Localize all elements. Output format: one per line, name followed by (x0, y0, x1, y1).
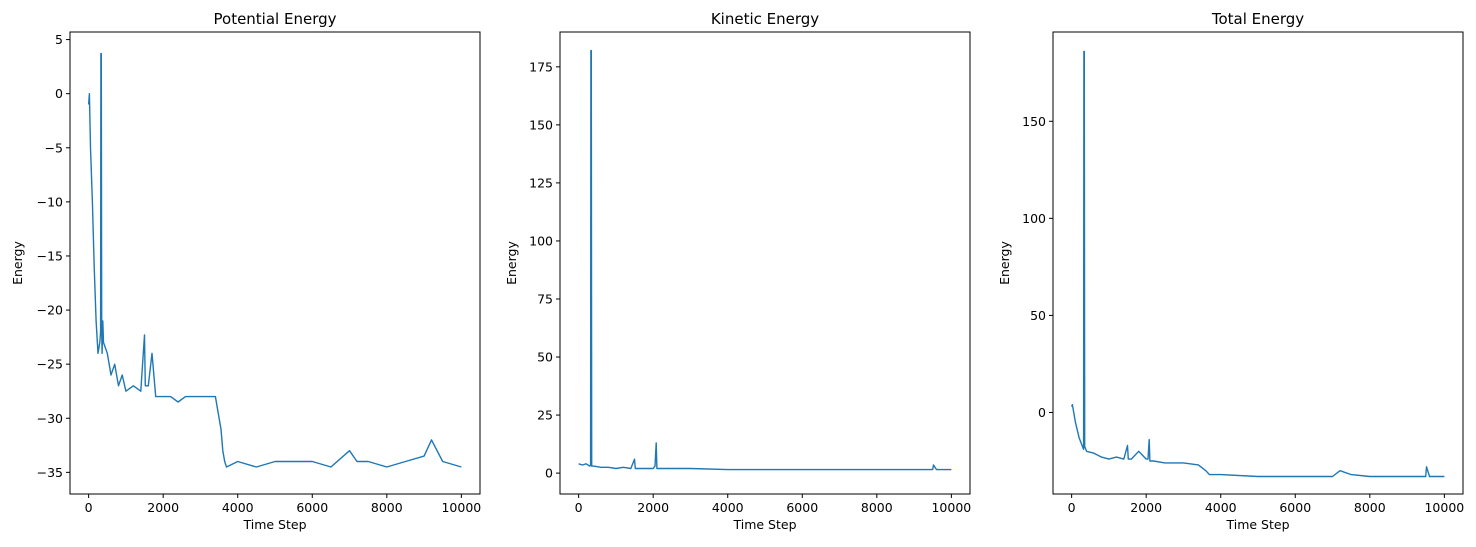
potential-energy-x-tick-label: 2000 (147, 500, 179, 515)
kinetic-energy-y-tick-label: 75 (537, 291, 553, 306)
total-energy-y-tick-label: 50 (1030, 308, 1046, 323)
potential-energy-y-tick-label: −30 (37, 411, 63, 426)
potential-energy-x-axis-label: Time Step (242, 517, 306, 532)
potential-energy-series-line (87, 52, 462, 468)
total-energy-x-tick-label: 0 (1068, 500, 1076, 515)
potential-energy-panel: Potential Energy 0 2000 4000 6000 8000 10000 5 0… (10, 10, 481, 532)
kinetic-energy-y-axis-label: Energy (504, 241, 519, 285)
potential-energy-x-tick-label: 8000 (371, 500, 403, 515)
total-energy-y-tick-label: 100 (1022, 211, 1046, 226)
potential-energy-y-tick-label: 5 (55, 32, 63, 47)
total-energy-y-tick-label: 0 (1038, 405, 1046, 420)
potential-energy-y-tick-label: −15 (37, 248, 63, 263)
kinetic-energy-y-tick-label: 50 (537, 350, 553, 365)
total-energy-x-tick-label: 8000 (1354, 500, 1386, 515)
kinetic-energy-plot-frame (559, 31, 971, 495)
potential-energy-y-tick-label: −5 (45, 140, 63, 155)
total-energy-x-tick-label: 2000 (1130, 500, 1162, 515)
total-energy-panel: Total Energy 0 2000 4000 6000 8000 10000 0 50 100… (997, 10, 1464, 532)
kinetic-energy-x-axis-label: Time Step (732, 517, 796, 532)
kinetic-energy-y-tick-label: 100 (529, 233, 553, 248)
kinetic-energy-x-tick-label: 4000 (712, 500, 744, 515)
potential-energy-x-tick-label: 0 (85, 500, 93, 515)
total-energy-title: Total Energy (1211, 10, 1304, 28)
total-energy-x-tick-label: 10000 (1424, 500, 1464, 515)
potential-energy-x-tick-label: 6000 (296, 500, 328, 515)
total-energy-y-tick-label: 150 (1022, 114, 1046, 129)
potential-energy-y-axis-label: Energy (10, 241, 25, 285)
kinetic-energy-x-tick-label: 2000 (637, 500, 669, 515)
kinetic-energy-title: Kinetic Energy (711, 10, 819, 28)
kinetic-energy-y-tick-label: 175 (529, 59, 553, 74)
potential-energy-plot-frame (69, 31, 481, 495)
kinetic-energy-y-tick-label: 125 (529, 175, 553, 190)
kinetic-energy-x-tick-label: 8000 (861, 500, 893, 515)
potential-energy-title: Potential Energy (214, 10, 337, 28)
kinetic-energy-x-tick-label: 6000 (786, 500, 818, 515)
total-energy-y-axis-label: Energy (997, 241, 1012, 285)
potential-energy-x-tick-label: 10000 (441, 500, 481, 515)
total-energy-x-tick-label: 6000 (1279, 500, 1311, 515)
kinetic-energy-y-tick-label: 150 (529, 117, 553, 132)
kinetic-energy-panel: Kinetic Energy 0 2000 4000 6000 8000 10000 0 25 5… (504, 10, 971, 532)
potential-energy-y-tick-label: −25 (37, 357, 63, 372)
kinetic-energy-y-tick-label: 0 (545, 466, 553, 481)
potential-energy-y-tick-label: 0 (55, 86, 63, 101)
kinetic-energy-series-line (578, 49, 952, 471)
total-energy-x-tick-label: 4000 (1205, 500, 1237, 515)
kinetic-energy-x-tick-label: 10000 (931, 500, 971, 515)
potential-energy-x-tick-label: 4000 (222, 500, 254, 515)
total-energy-x-axis-label: Time Step (1225, 517, 1289, 532)
kinetic-energy-y-tick-label: 25 (537, 408, 553, 423)
potential-energy-y-tick-label: −35 (37, 465, 63, 480)
kinetic-energy-x-tick-label: 0 (575, 500, 583, 515)
total-energy-plot-frame (1052, 31, 1464, 495)
potential-energy-y-tick-label: −10 (37, 194, 63, 209)
potential-energy-y-tick-label: −20 (37, 303, 63, 318)
total-energy-series-line (1070, 50, 1445, 478)
